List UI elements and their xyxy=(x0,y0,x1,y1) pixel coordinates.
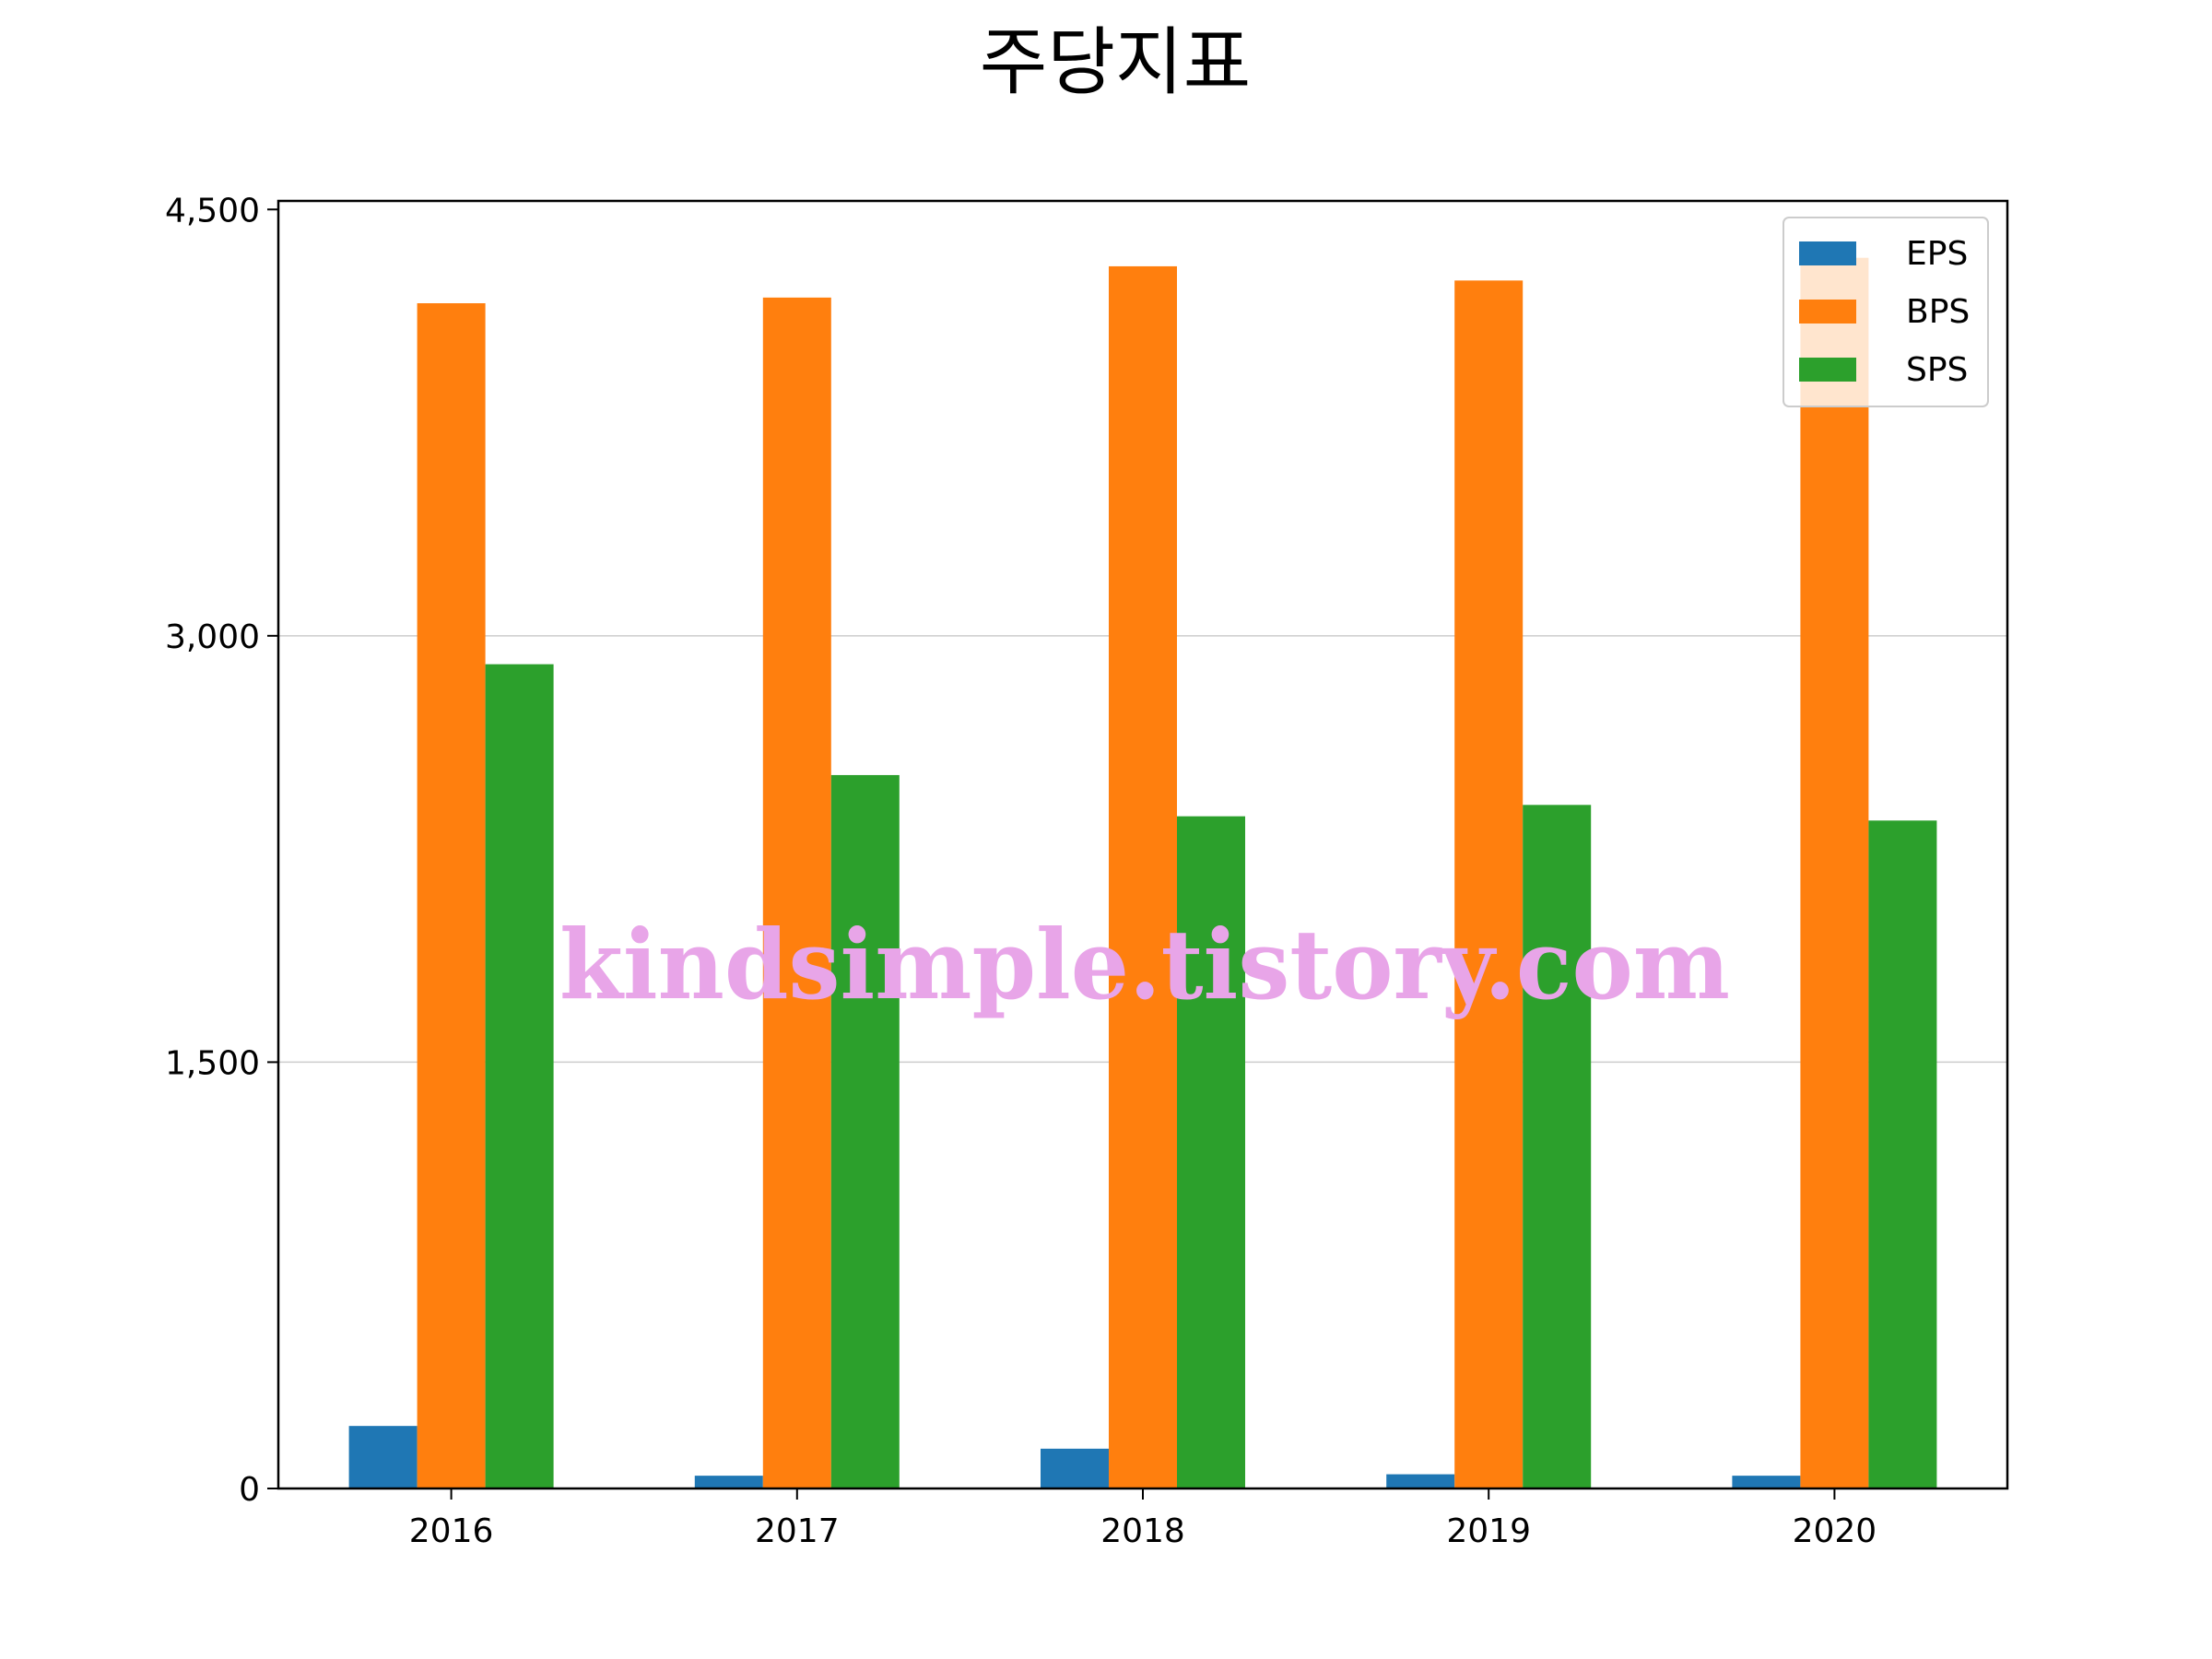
legend-label-eps: EPS xyxy=(1906,235,1968,273)
bar-eps-2016 xyxy=(348,1426,418,1488)
bar-eps-2017 xyxy=(694,1476,763,1488)
x-tick-label: 2016 xyxy=(409,1512,494,1550)
y-tick-label: 4,500 xyxy=(165,192,260,229)
bar-sps-2016 xyxy=(485,664,554,1488)
x-tick-label: 2020 xyxy=(1793,1512,1877,1550)
bar-bps-2016 xyxy=(417,303,486,1488)
y-tick-label: 3,000 xyxy=(165,618,260,656)
y-tick-label: 0 xyxy=(239,1471,260,1509)
x-tick-label: 2019 xyxy=(1446,1512,1531,1550)
bar-bps-2020 xyxy=(1800,257,1869,1488)
bar-sps-2019 xyxy=(1523,805,1592,1488)
x-tick-label: 2017 xyxy=(755,1512,840,1550)
y-tick-label: 1,500 xyxy=(165,1044,260,1082)
bar-eps-2019 xyxy=(1386,1474,1455,1488)
bar-sps-2018 xyxy=(1177,816,1245,1488)
bar-sps-2020 xyxy=(1868,820,1937,1488)
x-axis: 2016 2017 2018 2019 2020 xyxy=(409,1488,1877,1550)
legend: EPS BPS SPS xyxy=(1783,217,1989,407)
bar-sps-2017 xyxy=(830,774,900,1488)
bars xyxy=(348,257,1937,1489)
bar-eps-2020 xyxy=(1732,1476,1801,1488)
bar-bps-2018 xyxy=(1109,265,1177,1489)
legend-swatch-sps xyxy=(1799,358,1856,382)
bar-bps-2017 xyxy=(762,297,831,1489)
x-tick-label: 2018 xyxy=(1100,1512,1185,1550)
y-axis: 0 1,500 3,000 4,500 xyxy=(165,192,278,1509)
chart-title: 주당지표 xyxy=(980,19,1251,105)
legend-swatch-bps xyxy=(1799,300,1856,324)
legend-swatch-eps xyxy=(1799,241,1856,265)
legend-label-sps: SPS xyxy=(1906,351,1968,389)
bar-bps-2019 xyxy=(1454,280,1524,1489)
watermark: kindsimple.tistory.com xyxy=(559,908,1730,1021)
legend-label-bps: BPS xyxy=(1906,293,1970,331)
bar-eps-2018 xyxy=(1041,1448,1109,1488)
